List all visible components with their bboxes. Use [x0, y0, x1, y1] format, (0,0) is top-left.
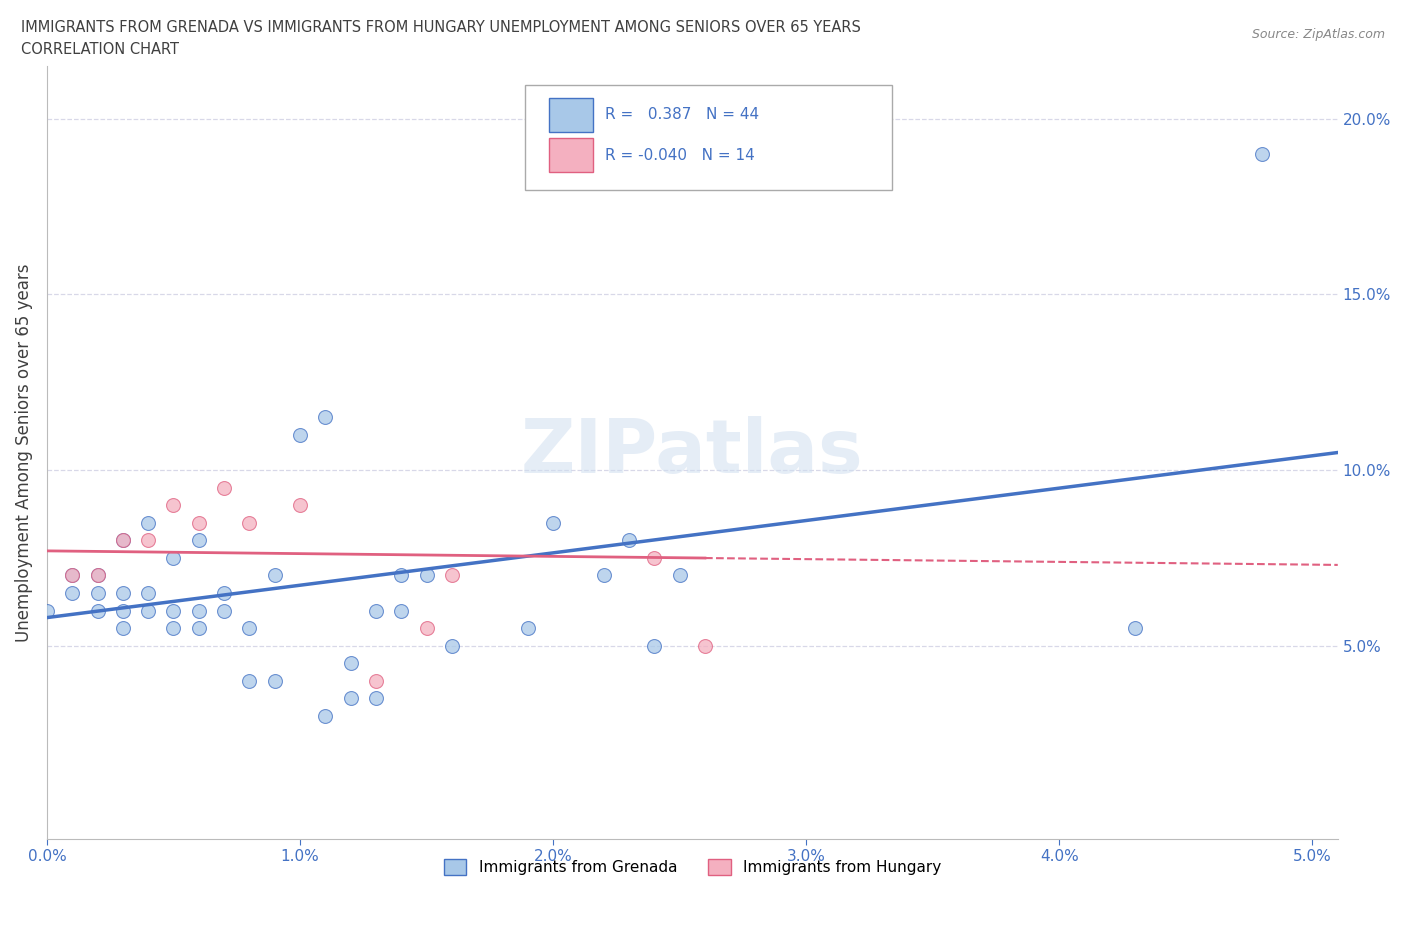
Point [136, 586, 159, 601]
Point [364, 673, 387, 688]
Legend: Immigrants from Grenada, Immigrants from Hungary: Immigrants from Grenada, Immigrants from… [437, 853, 948, 882]
Text: IMMIGRANTS FROM GRENADA VS IMMIGRANTS FROM HUNGARY UNEMPLOYMENT AMONG SENIORS OV: IMMIGRANTS FROM GRENADA VS IMMIGRANTS FR… [21, 20, 860, 35]
Point [541, 515, 564, 530]
Point [263, 673, 285, 688]
Text: CORRELATION CHART: CORRELATION CHART [21, 42, 179, 57]
Point [86, 568, 108, 583]
Point [288, 498, 311, 512]
Point [238, 515, 260, 530]
Point [111, 533, 134, 548]
Point [60, 568, 83, 583]
Point [314, 410, 336, 425]
Point [643, 551, 665, 565]
Point [339, 691, 361, 706]
Point [238, 620, 260, 635]
Text: ZIPatlas: ZIPatlas [522, 416, 863, 489]
Text: Source: ZipAtlas.com: Source: ZipAtlas.com [1251, 28, 1385, 41]
Point [162, 604, 184, 618]
Point [111, 533, 134, 548]
Point [617, 533, 640, 548]
Y-axis label: Unemployment Among Seniors over 65 years: Unemployment Among Seniors over 65 years [15, 263, 32, 642]
Point [212, 480, 235, 495]
Point [389, 604, 412, 618]
Point [415, 568, 437, 583]
Point [187, 515, 209, 530]
FancyBboxPatch shape [524, 86, 893, 190]
Point [136, 515, 159, 530]
Point [314, 709, 336, 724]
Point [162, 498, 184, 512]
Point [364, 604, 387, 618]
Point [162, 620, 184, 635]
Point [86, 586, 108, 601]
Point [187, 620, 209, 635]
Point [1250, 147, 1272, 162]
Point [440, 568, 463, 583]
Point [60, 586, 83, 601]
Point [86, 604, 108, 618]
Point [60, 568, 83, 583]
Text: R =   0.387   N = 44: R = 0.387 N = 44 [605, 107, 759, 123]
Point [238, 673, 260, 688]
Point [35, 604, 58, 618]
Point [187, 604, 209, 618]
Text: R = -0.040   N = 14: R = -0.040 N = 14 [605, 148, 754, 163]
Point [162, 551, 184, 565]
Point [187, 533, 209, 548]
Point [111, 620, 134, 635]
Point [111, 604, 134, 618]
Point [389, 568, 412, 583]
Point [668, 568, 690, 583]
Point [643, 638, 665, 653]
Point [440, 638, 463, 653]
Point [111, 586, 134, 601]
FancyBboxPatch shape [548, 98, 593, 132]
Point [136, 533, 159, 548]
Point [364, 691, 387, 706]
Point [415, 620, 437, 635]
Point [86, 568, 108, 583]
FancyBboxPatch shape [548, 138, 593, 172]
Point [288, 428, 311, 443]
Point [339, 656, 361, 671]
Point [263, 568, 285, 583]
Point [516, 620, 538, 635]
Point [212, 604, 235, 618]
Point [212, 586, 235, 601]
Point [592, 568, 614, 583]
Point [136, 604, 159, 618]
Point [693, 638, 716, 653]
Point [1123, 620, 1146, 635]
